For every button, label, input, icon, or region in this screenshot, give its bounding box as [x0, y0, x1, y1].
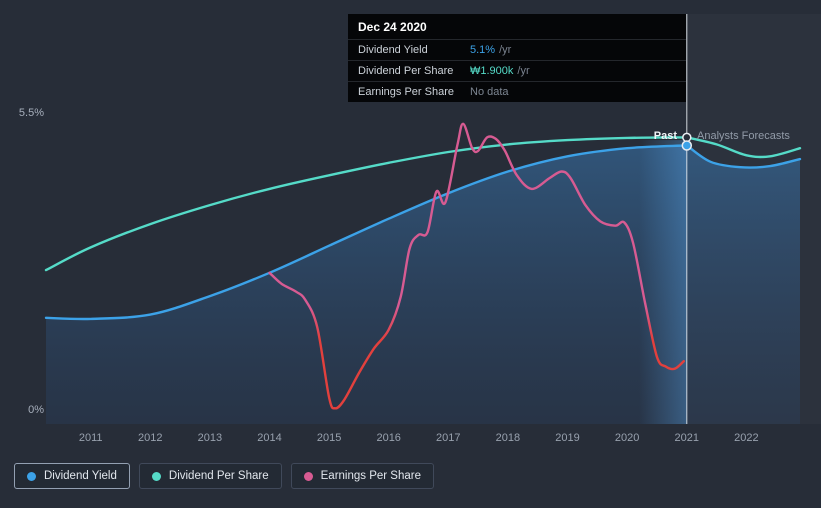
- past-label: Past: [653, 130, 677, 142]
- tooltip-row-label: Dividend Yield: [358, 44, 428, 56]
- chart-plot-area[interactable]: 2011 2012 2013 2014 2015 2016 2017 2018 2019 2020…: [0, 0, 821, 455]
- legend-label: Dividend Yield: [44, 470, 117, 482]
- svg-text:2017: 2017: [436, 432, 460, 444]
- analysts-forecasts-label: Analysts Forecasts: [697, 130, 790, 142]
- svg-text:2021: 2021: [675, 432, 699, 444]
- tooltip-row-label: Earnings Per Share: [358, 86, 454, 98]
- svg-text:2019: 2019: [555, 432, 579, 444]
- chart-legend: Dividend Yield Dividend Per Share Earnin…: [14, 463, 434, 489]
- y-axis-min-label: 0%: [28, 404, 44, 416]
- svg-text:2020: 2020: [615, 432, 639, 444]
- legend-dividend-per-share[interactable]: Dividend Per Share: [138, 463, 282, 489]
- tooltip-row-suffix: /yr: [517, 65, 530, 77]
- earnings-per-share-dot-icon: [303, 471, 313, 481]
- chart-tooltip: Dec 24 2020 Dividend Yield 5.1% /yr Divi…: [348, 14, 686, 102]
- svg-text:2014: 2014: [257, 432, 281, 444]
- tooltip-row-value: ₩1.900k: [470, 65, 514, 77]
- legend-label: Dividend Per Share: [168, 470, 269, 482]
- svg-text:2015: 2015: [317, 432, 341, 444]
- svg-text:2011: 2011: [79, 432, 103, 444]
- tooltip-row-dividend-per-share: Dividend Per Share ₩1.900k /yr: [348, 60, 686, 81]
- tooltip-row-suffix: /yr: [499, 44, 512, 56]
- tooltip-row-dividend-yield: Dividend Yield 5.1% /yr: [348, 39, 686, 60]
- dividend-per-share-dot-icon: [151, 471, 161, 481]
- tooltip-row-value: 5.1%: [470, 44, 496, 56]
- legend-earnings-per-share[interactable]: Earnings Per Share: [290, 463, 434, 489]
- legend-label: Earnings Per Share: [320, 470, 421, 482]
- tooltip-row-earnings-per-share: Earnings Per Share No data: [348, 81, 686, 102]
- svg-text:2016: 2016: [376, 432, 400, 444]
- svg-text:2012: 2012: [138, 432, 162, 444]
- tooltip-row-value: No data: [470, 86, 509, 98]
- dividend-yield-dot-icon: [27, 471, 36, 481]
- y-axis-max-label: 5.5%: [18, 107, 44, 119]
- tooltip-date: Dec 24 2020: [358, 20, 427, 34]
- tooltip-row-label: Dividend Per Share: [358, 65, 454, 77]
- svg-text:2013: 2013: [198, 432, 222, 444]
- legend-dividend-yield[interactable]: Dividend Yield: [14, 463, 130, 489]
- svg-text:2022: 2022: [734, 432, 758, 444]
- svg-text:2018: 2018: [496, 432, 520, 444]
